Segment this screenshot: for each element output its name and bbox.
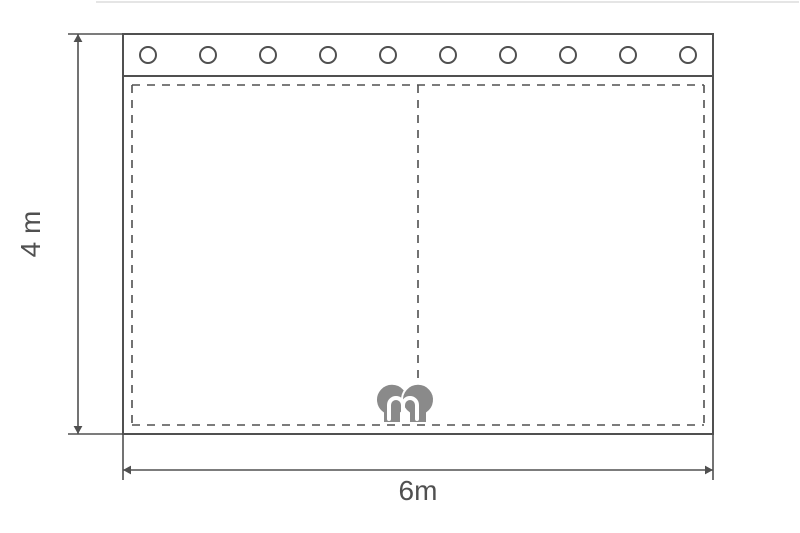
page-frame-edge [96, 1, 799, 3]
dim-arrow [705, 466, 713, 475]
watermark-logo-icon [376, 384, 434, 423]
dim-label-height: 4 m [15, 211, 46, 258]
dim-label-width: 6m [399, 475, 438, 506]
dim-arrow [123, 466, 131, 475]
dim-arrow [74, 34, 83, 42]
technical-drawing: 6m 4 m [0, 0, 800, 533]
dim-arrow [74, 426, 83, 434]
